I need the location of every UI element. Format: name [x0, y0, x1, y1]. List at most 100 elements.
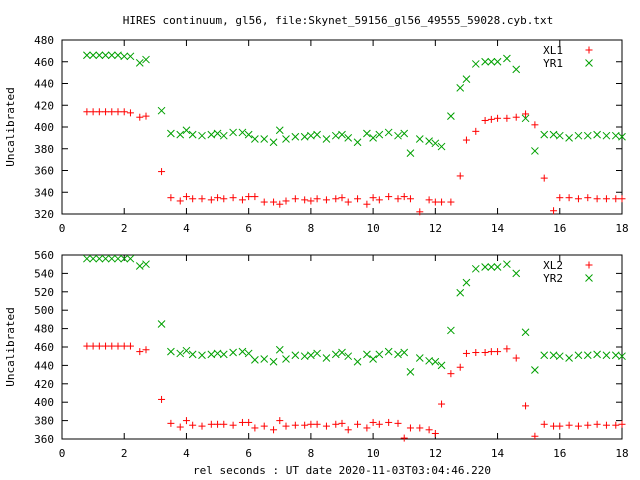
data-point	[593, 350, 601, 359]
data-point	[494, 348, 502, 356]
data-point	[322, 135, 331, 143]
y-tick-label: 360	[34, 165, 54, 178]
data-point	[126, 254, 135, 263]
point-stroke	[481, 57, 489, 66]
point-stroke	[126, 52, 135, 61]
data-point	[176, 349, 185, 358]
data-point	[158, 395, 166, 403]
data-point	[245, 418, 253, 426]
data-point	[251, 135, 259, 143]
point-stroke	[471, 264, 480, 273]
point-stroke	[363, 350, 371, 359]
data-point	[375, 196, 383, 204]
point-stroke	[167, 129, 175, 138]
data-point	[400, 129, 409, 138]
data-point	[291, 351, 300, 360]
data-point	[462, 75, 471, 84]
point-stroke	[269, 138, 278, 147]
data-point	[369, 194, 377, 202]
data-point	[95, 342, 103, 350]
point-stroke	[244, 130, 253, 139]
data-point	[456, 288, 465, 297]
x-tick-label: 18	[615, 222, 628, 235]
y-tick-label: 400	[34, 121, 54, 134]
data-point	[301, 421, 309, 429]
data-point	[406, 149, 415, 157]
data-point	[531, 147, 539, 155]
point-stroke	[176, 349, 185, 358]
point-stroke	[219, 350, 228, 359]
legend-marker	[585, 274, 593, 282]
point-stroke	[363, 129, 371, 138]
data-point	[120, 52, 129, 61]
data-point	[471, 60, 480, 68]
point-stroke	[611, 351, 620, 360]
data-point	[167, 347, 175, 356]
data-point	[331, 350, 340, 359]
data-point	[512, 354, 520, 362]
point-stroke	[260, 355, 269, 363]
data-point	[593, 195, 601, 203]
data-point	[251, 356, 259, 364]
point-stroke	[487, 57, 496, 66]
y-tick-label: 500	[34, 304, 54, 317]
data-point	[313, 195, 321, 203]
x-tick-label: 16	[553, 222, 566, 235]
data-point	[322, 422, 330, 430]
data-point	[394, 131, 402, 140]
data-point	[120, 254, 129, 263]
data-point	[307, 420, 315, 428]
data-point	[245, 193, 253, 201]
data-point	[176, 130, 185, 139]
point-stroke	[167, 347, 175, 356]
data-point	[540, 130, 549, 139]
x-tick-label: 0	[59, 447, 66, 460]
point-stroke	[369, 134, 377, 142]
x-tick-label: 4	[183, 222, 190, 235]
point-stroke	[602, 351, 611, 360]
point-stroke	[481, 263, 489, 271]
point-stroke	[313, 349, 321, 358]
y-tick-label: 400	[34, 396, 54, 409]
data-point	[503, 345, 511, 353]
data-point	[574, 351, 583, 360]
data-point	[282, 135, 290, 143]
data-point	[531, 366, 539, 374]
point-stroke	[198, 351, 206, 360]
point-stroke	[415, 135, 424, 143]
data-point	[618, 352, 626, 361]
point-stroke	[107, 51, 116, 60]
point-stroke	[331, 131, 340, 140]
data-point	[406, 367, 415, 376]
point-stroke	[447, 112, 455, 120]
data-point	[229, 194, 237, 202]
point-stroke	[618, 352, 626, 361]
point-stroke	[353, 357, 362, 366]
point-stroke	[384, 128, 393, 137]
point-stroke	[394, 131, 402, 140]
data-point	[353, 357, 362, 366]
point-stroke	[307, 131, 315, 140]
point-stroke	[540, 130, 549, 139]
data-point	[182, 417, 190, 425]
data-point	[83, 108, 91, 116]
point-stroke	[493, 57, 502, 66]
data-point	[375, 350, 384, 359]
data-point	[416, 424, 424, 432]
data-point	[89, 51, 97, 60]
point-stroke	[188, 350, 197, 359]
legend-marker	[585, 59, 593, 67]
data-point	[618, 132, 626, 141]
data-point	[269, 138, 278, 147]
x-tick-label: 16	[553, 447, 566, 460]
data-point	[369, 134, 377, 142]
data-point	[522, 402, 530, 410]
data-point	[282, 197, 290, 205]
point-stroke	[540, 351, 549, 360]
data-point	[238, 128, 247, 137]
data-point	[207, 420, 215, 428]
data-point	[282, 355, 290, 363]
data-point	[437, 142, 446, 151]
data-point	[574, 131, 583, 140]
point-stroke	[207, 350, 216, 359]
